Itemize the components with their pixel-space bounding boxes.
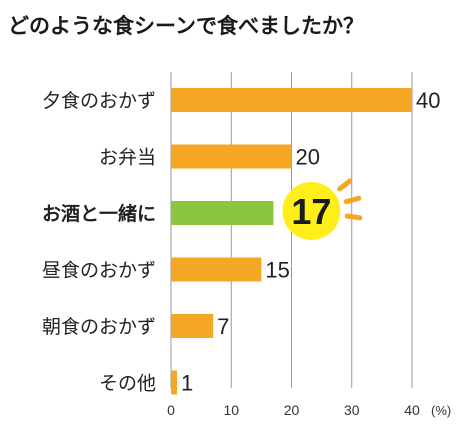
category-label: お弁当: [99, 147, 156, 169]
chart-title: どのような食シーンで食べましたか？: [8, 14, 364, 38]
bars: [171, 88, 412, 395]
x-tick-label: 40: [404, 402, 420, 418]
bar: [171, 88, 412, 112]
category-label: お酒と一緒に: [42, 202, 156, 225]
highlight-ray: [337, 178, 353, 192]
value-label: 15: [265, 258, 289, 283]
category-label: 昼食のおかず: [42, 260, 156, 282]
value-label: 20: [296, 145, 320, 170]
bar: [171, 257, 262, 282]
x-tick-label: 0: [167, 402, 175, 418]
highlight-ray: [344, 213, 363, 221]
highlight-rays: [337, 178, 363, 221]
value-label: 1: [181, 371, 193, 396]
highlight-circle: [282, 182, 341, 240]
value-label: 7: [217, 314, 229, 339]
value-label: 40: [416, 88, 440, 113]
bar: [171, 314, 214, 338]
value-labels: 40 20 17 15 7 1: [181, 88, 440, 396]
highlight-ray: [343, 195, 362, 205]
bar: [171, 201, 274, 225]
category-label: その他: [99, 373, 156, 395]
x-tick-label: 20: [284, 402, 300, 418]
category-label: 朝食のおかず: [42, 316, 156, 338]
x-tick-label: 10: [223, 402, 239, 418]
bar: [171, 370, 178, 395]
category-label: 夕食のおかず: [42, 90, 156, 112]
x-tick-label: 30: [344, 402, 360, 418]
x-axis-ticks: 0 10 20 30 40: [167, 402, 420, 418]
value-label: 17: [291, 191, 331, 232]
x-axis-unit: (%): [431, 403, 451, 418]
bar: [171, 144, 292, 169]
